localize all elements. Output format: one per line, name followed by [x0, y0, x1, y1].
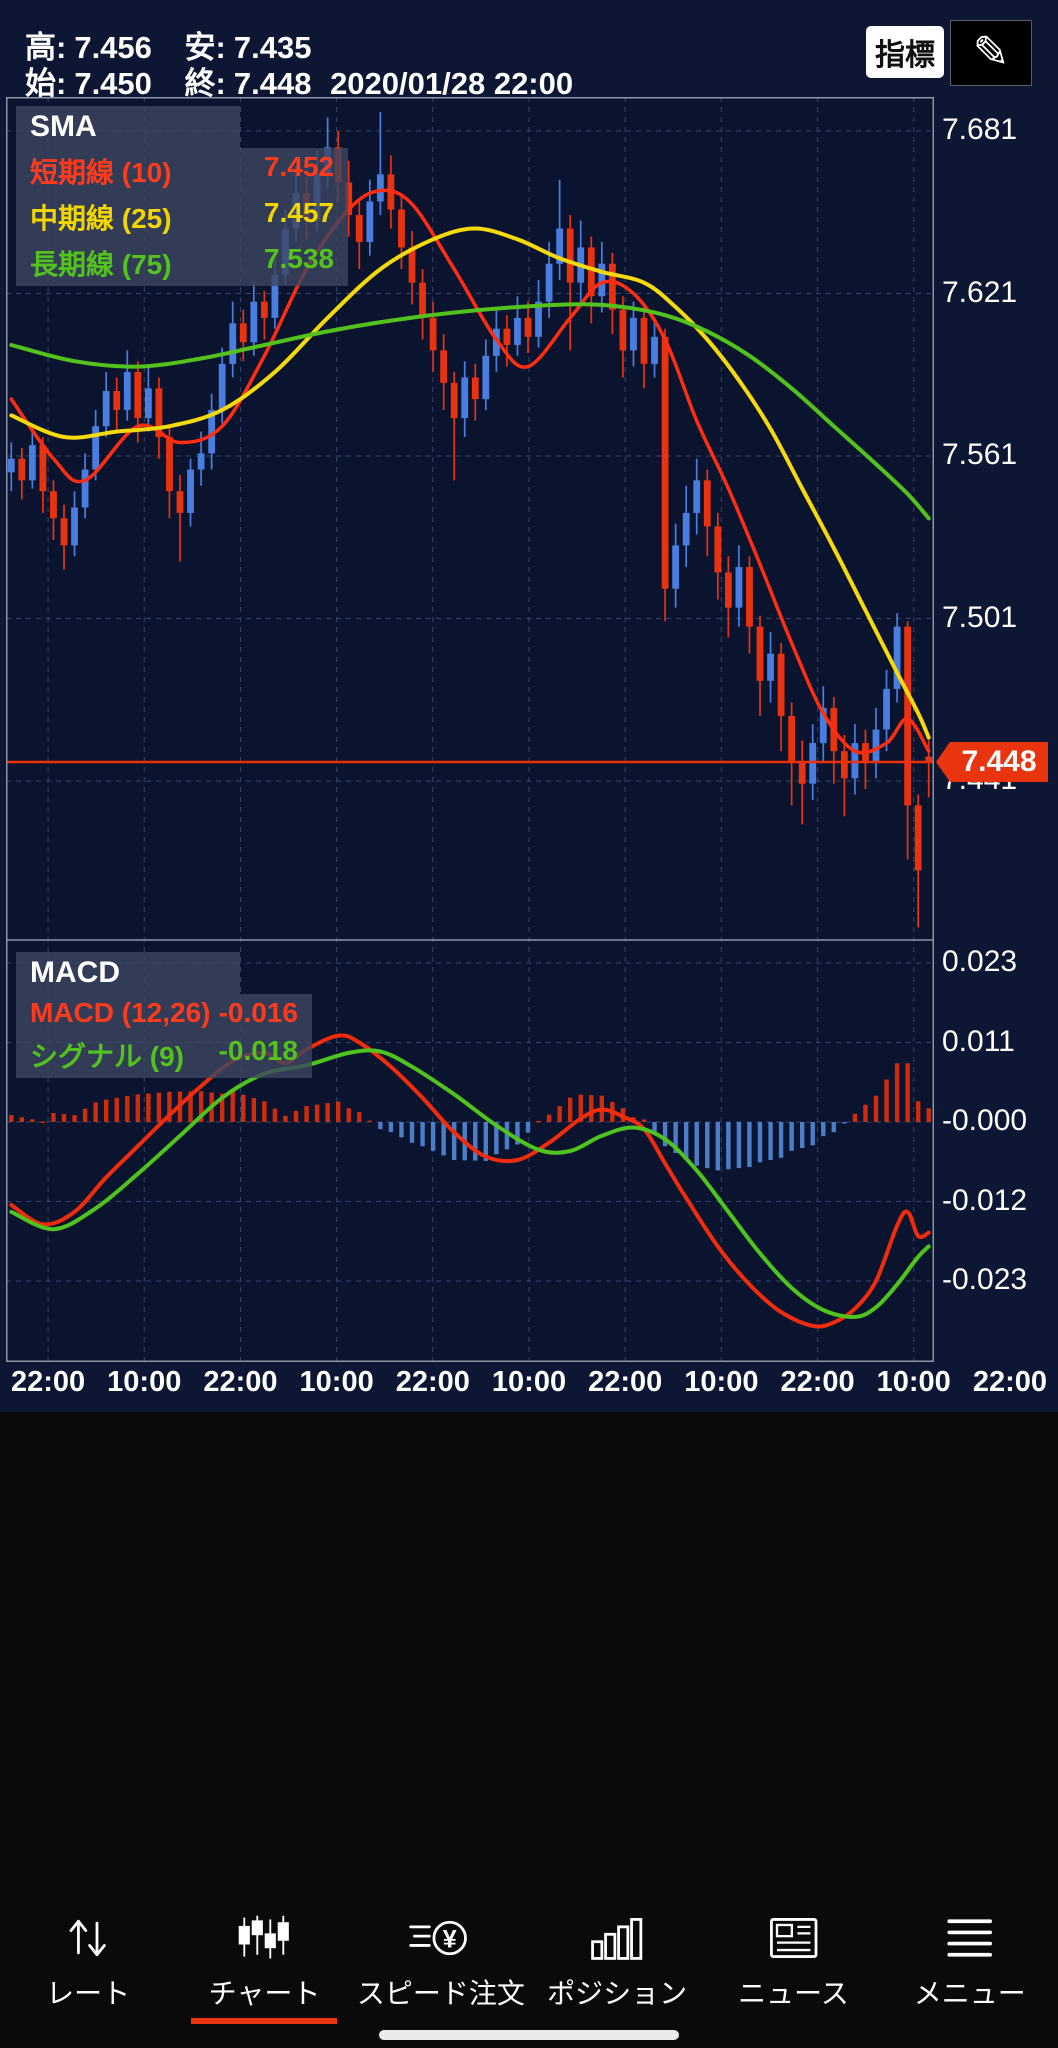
- high-value: 7.456: [74, 30, 152, 65]
- speed-order-icon: ¥: [409, 1920, 468, 1956]
- macd-axis-label: -0.023: [942, 1263, 1028, 1296]
- price-axis-label: 7.681: [942, 113, 1018, 146]
- sma-25-line: [9, 226, 931, 740]
- macd-axis-label: -0.012: [942, 1183, 1028, 1217]
- current-price-badge: 7.448: [936, 742, 1048, 783]
- sma-long-row: 長期線 (75) 7.538: [16, 240, 348, 286]
- price-macd-chart[interactable]: [6, 97, 934, 1362]
- indicator-button[interactable]: 指標: [866, 26, 944, 78]
- x-axis: 22:00 10:00 22:00 10:00 22:00 10:00 22:00 10:00…: [0, 1366, 1058, 1402]
- x-axis-label: 10:00: [684, 1366, 759, 1398]
- macd-signal-label: シグナル (9): [30, 1041, 185, 1072]
- x-axis-label: 10:00: [491, 1366, 567, 1398]
- ohlc-header-line1: 高: 7.456 安: 7.435: [25, 22, 335, 67]
- chart-area: SMA 短期線 (10) 7.452 中期線 (25) 7.457 長期線 (7…: [6, 97, 934, 1362]
- chart-border: [6, 97, 934, 1362]
- macd-line-row: MACD (12,26) -0.016: [16, 994, 312, 1032]
- macd-histogram: [9, 1063, 931, 1171]
- y-axis: 7.6817.6217.5617.5017.4410.0230.011-0.00…: [934, 97, 1058, 1362]
- tab-speed-order[interactable]: ¥ スピード注文: [353, 1898, 529, 2048]
- tab-rate[interactable]: レート: [0, 1898, 176, 2048]
- x-axis-label: 22:00: [780, 1366, 855, 1398]
- x-axis-label: 22:00: [395, 1366, 470, 1398]
- news-icon: [769, 1918, 818, 1958]
- sma-75-line: [9, 302, 931, 521]
- sma-mid-row: 中期線 (25) 7.457: [16, 194, 348, 240]
- edit-button[interactable]: ✎: [950, 20, 1032, 86]
- sma-10-line: [9, 188, 931, 755]
- macd-line-label: MACD (12,26): [30, 997, 211, 1028]
- sma-legend-title: SMA: [16, 106, 240, 148]
- x-axis-label: 10:00: [299, 1366, 374, 1398]
- x-axis-label: 22:00: [972, 1366, 1047, 1398]
- sma-short-row: 短期線 (10) 7.452: [16, 148, 348, 194]
- signal-line: [9, 1048, 931, 1319]
- position-icon: [591, 1918, 643, 1960]
- tab-rate-label: レート: [46, 1978, 131, 2009]
- close-value: 7.448: [233, 66, 312, 101]
- tab-position-label: ポジション: [547, 1978, 688, 2009]
- macd-axis-label: -0.000: [942, 1104, 1028, 1137]
- sma-short-label: 短期線 (10): [30, 157, 172, 188]
- datetime-label: 2020/01/28 22:00: [330, 66, 574, 101]
- open-value: 7.450: [74, 66, 152, 101]
- bottom-area: レート チャート ¥ スピード注文: [0, 1412, 1058, 2048]
- sma-long-label: 長期線 (75): [30, 249, 172, 280]
- x-axis-label: 10:00: [107, 1366, 182, 1398]
- price-axis-label: 7.621: [942, 275, 1018, 309]
- x-axis-label: 10:00: [876, 1366, 951, 1398]
- home-indicator: [379, 2030, 679, 2040]
- x-axis-label: 22:00: [203, 1366, 278, 1398]
- pencil-icon: ✎: [972, 28, 1010, 77]
- macd-lines: [9, 1033, 931, 1329]
- tab-position[interactable]: ポジション: [529, 1898, 705, 2048]
- low-label: 安:: [184, 30, 226, 65]
- tab-speed-order-label: スピード注文: [356, 1978, 525, 2009]
- menu-icon: [947, 1919, 993, 1957]
- price-axis-label: 7.501: [942, 600, 1018, 634]
- tab-news-label: ニュース: [738, 1978, 849, 2009]
- ohlc-header-line2: 始: 7.450 終: 7.448 2020/01/28 22:00: [25, 58, 573, 103]
- tab-bar: レート チャート ¥ スピード注文: [0, 1898, 1058, 2048]
- sma-mid-label: 中期線 (25): [30, 203, 172, 234]
- tab-chart-label: チャート: [208, 1978, 321, 2009]
- sma-lines: [9, 188, 931, 755]
- active-tab-indicator: [191, 2018, 338, 2024]
- sma-short-value: 7.452: [263, 151, 334, 182]
- low-value: 7.435: [233, 30, 312, 65]
- x-axis-label: 22:00: [10, 1366, 86, 1398]
- macd-line-value: -0.016: [218, 997, 298, 1028]
- chart-icon: [238, 1915, 289, 1959]
- sma-mid-value: 7.457: [263, 197, 334, 228]
- macd-line: [9, 1033, 931, 1329]
- open-label: 始:: [25, 66, 67, 101]
- close-label: 終:: [184, 66, 226, 101]
- tab-menu[interactable]: メニュー: [882, 1898, 1058, 2048]
- macd-signal-value: -0.018: [218, 1035, 298, 1066]
- macd-signal-row: シグナル (9) -0.018: [16, 1032, 312, 1078]
- tab-chart[interactable]: チャート: [176, 1898, 352, 2048]
- sma-long-value: 7.538: [263, 243, 334, 274]
- macd-axis-label: 0.023: [942, 945, 1018, 978]
- high-label: 高:: [25, 30, 67, 65]
- macd-legend: MACD MACD (12,26) -0.016 シグナル (9) -0.018: [16, 952, 312, 1078]
- sma-legend: SMA 短期線 (10) 7.452 中期線 (25) 7.457 長期線 (7…: [16, 106, 348, 286]
- price-axis-label: 7.561: [942, 438, 1018, 471]
- macd-legend-title: MACD: [16, 952, 240, 994]
- svg-text:¥: ¥: [443, 1925, 457, 1953]
- macd-axis-label: 0.011: [942, 1024, 1015, 1058]
- x-axis-label: 22:00: [588, 1366, 663, 1398]
- tab-menu-label: メニュー: [913, 1978, 1026, 2009]
- tab-news[interactable]: ニュース: [705, 1898, 881, 2048]
- rate-icon: [70, 1919, 107, 1957]
